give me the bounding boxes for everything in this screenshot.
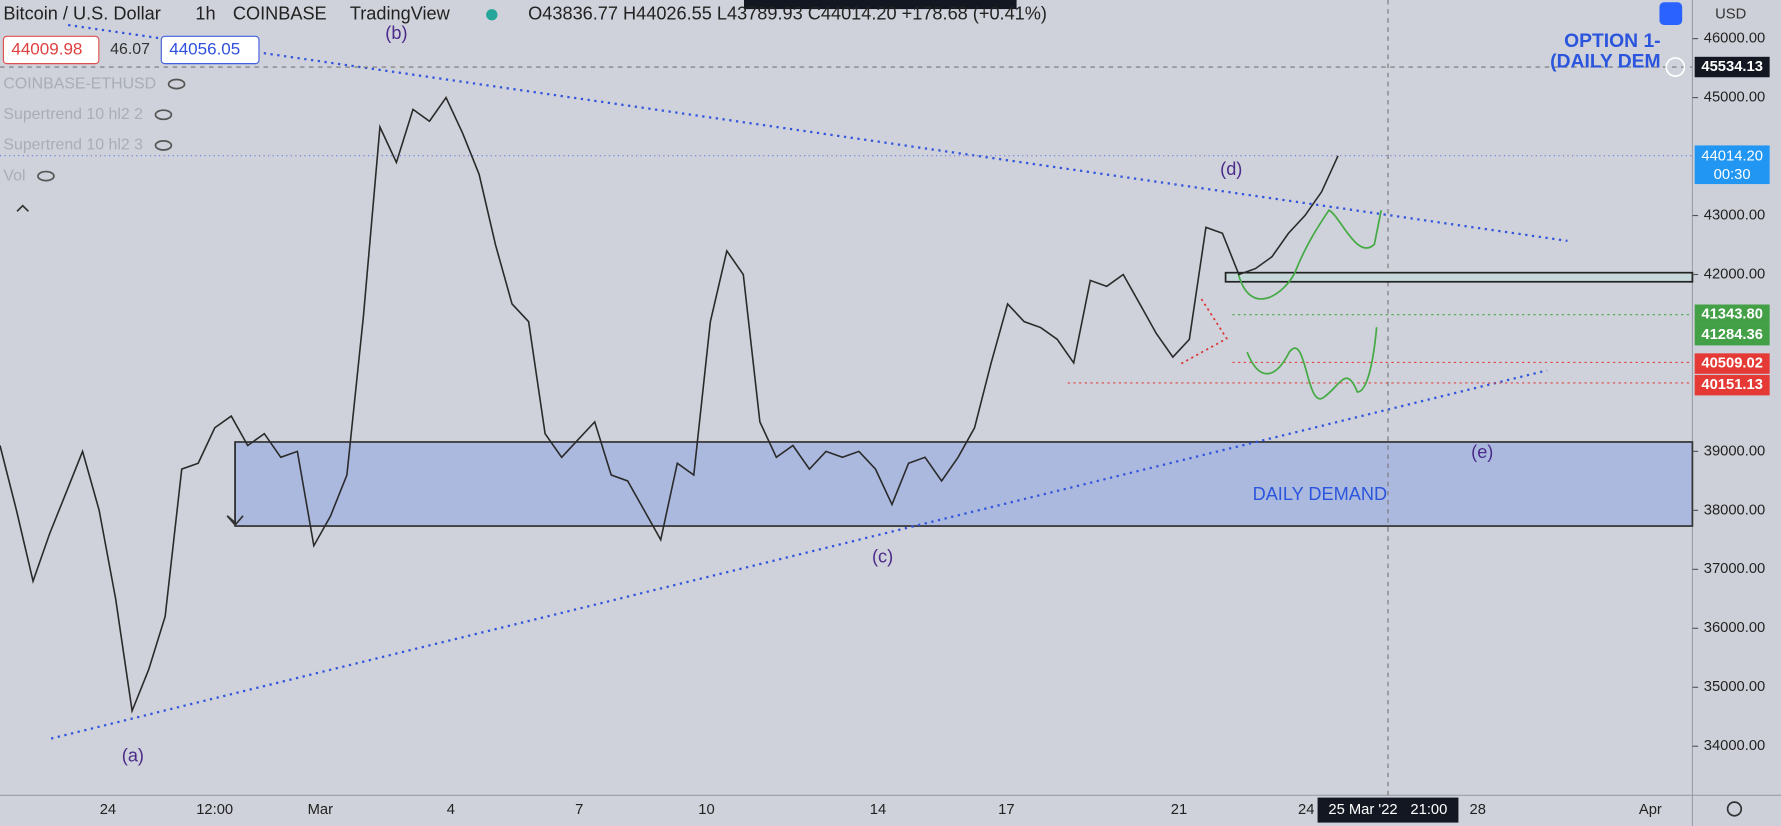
currency: USD [1715,7,1746,23]
buy-price: 44056.05 [169,39,240,58]
header-text: O43836.77 H44026.55 L43789.93 C44014.20 … [528,4,1047,24]
time-tick-label: 24 [1298,802,1314,818]
settings-button[interactable] [1726,801,1743,817]
time-cursor-date: 25 Mar '22 [1328,802,1397,818]
sell-button [2,35,100,65]
annotation: (c) [872,547,893,567]
price-tag-label: 40509.02 [1701,355,1763,371]
countdown: 00:30 [1714,167,1751,183]
indicator-name: Supertrend 10 hl2 3 [3,137,143,154]
annotation: (b) [385,23,407,43]
trend-line [50,369,1548,740]
price-tick-label: 42000.00 [1704,266,1766,282]
time-tick-label: Apr [1639,802,1662,818]
hide-icon [167,78,186,90]
annotation: (a) [122,745,144,765]
projection-curve [1246,327,1378,400]
price-tick-label: 45000.00 [1704,90,1766,106]
time-tick-label: 24 [100,802,116,818]
price-tick-label: 35000.00 [1704,679,1766,695]
header-text: Bitcoin / U.S. Dollar [3,4,160,24]
annotation: OPTION 1- [1564,31,1660,52]
projection-curve [1237,209,1383,300]
collapse-icon [16,204,29,212]
snapshot-button[interactable] [1659,2,1683,25]
level-box [1224,271,1694,283]
price-line [0,96,1339,714]
price-tick-label: 46000.00 [1704,31,1766,47]
price-tag [1694,353,1770,374]
price-tick-label: 43000.00 [1704,207,1766,223]
price-tag [1694,56,1770,78]
overlay-bar [743,0,1017,10]
price-tick-label: 38000.00 [1704,502,1766,518]
price-tag [1694,304,1770,325]
buy-button [160,35,260,65]
arrow [226,441,244,527]
time-tick-label: 21 [1171,802,1187,818]
price-tag [1694,324,1770,346]
price-tag [1694,374,1770,396]
time-tick-label: 7 [575,802,583,818]
time-cursor-time: 21:00 [1410,802,1447,818]
hide-icon [37,170,55,182]
hide-icon [154,109,173,121]
dynamic-layer: Bitcoin / U.S. Dollar 1h COINBASE TradingVi… [0,4,1770,823]
time-tick-label: 14 [870,802,886,818]
time-tick-label: 17 [998,802,1014,818]
header-text: 1h [195,4,215,24]
red-wedge [1180,297,1228,365]
price-tag-label: 44014.20 [1701,149,1763,165]
time-cursor [1317,797,1459,823]
price-tag-label: 41343.80 [1701,307,1763,323]
indicator-name: Vol [3,167,25,184]
header-text: COINBASE [233,4,327,24]
time-tick-label: 10 [698,802,714,818]
price-tag-label: 45534.13 [1701,59,1763,75]
indicator-name: COINBASE-ETHUSD [3,75,156,92]
annotation: DAILY DEMAND [1253,484,1388,504]
time-tick-label: Mar [308,802,333,818]
sell-price: 44009.98 [11,39,82,58]
time-tick-label: 4 [447,802,455,818]
price-axis-panel [1692,0,1781,826]
trend-line [67,23,1568,242]
hide-icon [154,140,173,151]
price-tick-label: 34000.00 [1704,738,1766,754]
annotation: (DAILY DEM [1550,52,1660,73]
price-tag-label: 40151.13 [1701,377,1763,393]
annotation: (d) [1220,159,1242,179]
add-button[interactable] [1665,57,1686,77]
spread: 46.07 [110,41,150,58]
price-tick-label: 36000.00 [1704,620,1766,636]
time-tick-label: 28 [1470,802,1486,818]
status-dot [486,9,498,21]
indicator-name: Supertrend 10 hl2 2 [3,106,143,123]
price-tag [1694,145,1770,185]
price-tag-label: 41284.36 [1701,327,1763,343]
annotation: (e) [1471,442,1493,462]
price-tick-label: 37000.00 [1704,561,1766,577]
price-tick-label: 39000.00 [1704,443,1766,459]
time-tick-label: 12:00 [196,802,233,818]
header-text: TradingView [350,4,451,24]
